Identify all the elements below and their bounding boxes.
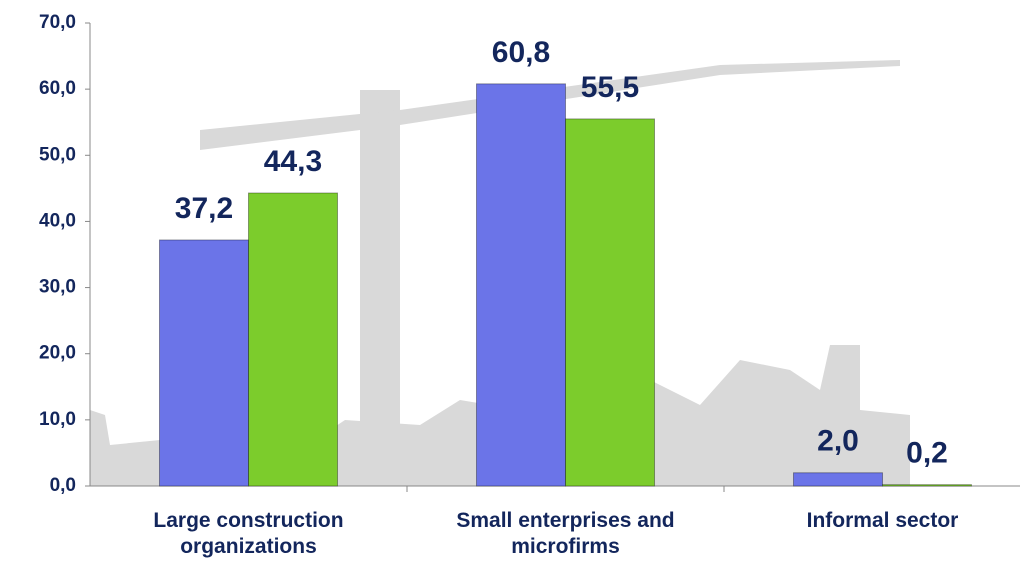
x-tick-label: Large construction organizations bbox=[153, 509, 344, 558]
x-tick-label: Small enterprises and microfirms bbox=[456, 509, 675, 558]
y-tick-label: 70,0 bbox=[39, 12, 76, 33]
bar bbox=[793, 472, 883, 487]
bar bbox=[476, 83, 566, 487]
data-label: 44,3 bbox=[264, 145, 322, 178]
data-label: 2,0 bbox=[817, 425, 859, 458]
y-tick-label: 20,0 bbox=[39, 343, 76, 364]
y-tick-label: 60,0 bbox=[39, 78, 76, 99]
bar bbox=[882, 484, 972, 487]
data-label: 0,2 bbox=[906, 437, 948, 470]
y-tick-label: 30,0 bbox=[39, 277, 76, 298]
y-tick-label: 50,0 bbox=[39, 144, 76, 165]
bar bbox=[565, 118, 655, 487]
data-label: 37,2 bbox=[175, 192, 233, 225]
y-tick-label: 10,0 bbox=[39, 409, 76, 430]
x-tick-label: Informal sector bbox=[806, 509, 959, 532]
bar bbox=[159, 239, 249, 487]
data-label: 55,5 bbox=[581, 71, 639, 104]
bar bbox=[248, 192, 338, 487]
y-tick-label: 40,0 bbox=[39, 210, 76, 231]
y-tick-label: 0,0 bbox=[50, 475, 76, 496]
data-label: 60,8 bbox=[492, 36, 550, 69]
